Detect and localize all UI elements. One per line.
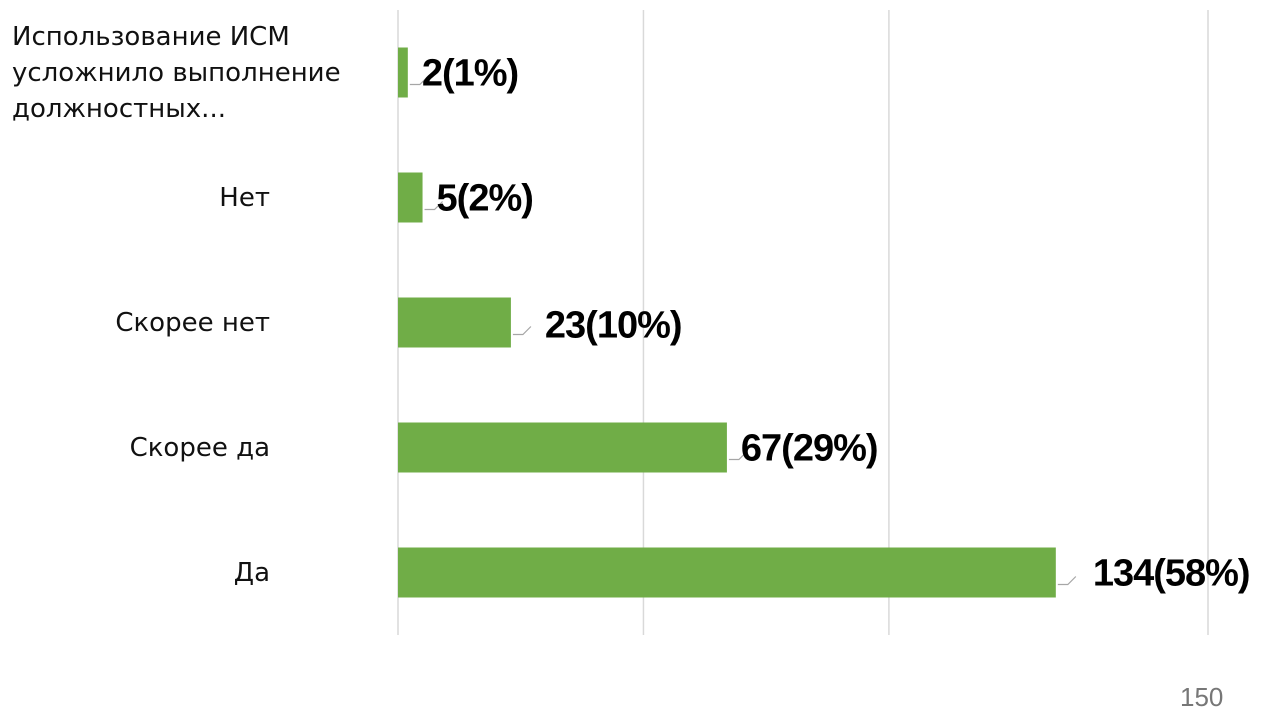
leader-line [728,451,748,461]
bar [398,422,727,473]
category-label: Использование ИСМ усложнило выполнение д… [12,21,341,124]
bar [398,172,423,223]
leader-line [1057,576,1077,586]
category-label: Скорее да [129,432,270,463]
value-label: 67(29%) [741,428,878,470]
leader-line [409,76,429,86]
value-label: 23(10%) [545,305,682,347]
bar [398,547,1056,598]
bar [398,297,511,348]
page-number: 150 [1180,682,1224,712]
value-label: 5(2%) [437,178,533,220]
value-label: 134(58%) [1093,553,1250,595]
category-label: Да [233,557,270,588]
leader-line [512,326,532,336]
category-label: Скорее нет [115,307,270,338]
value-label: 2(1%) [422,53,518,95]
leader-line [424,201,443,211]
category-label: Нет [219,182,270,213]
bar [398,47,408,98]
